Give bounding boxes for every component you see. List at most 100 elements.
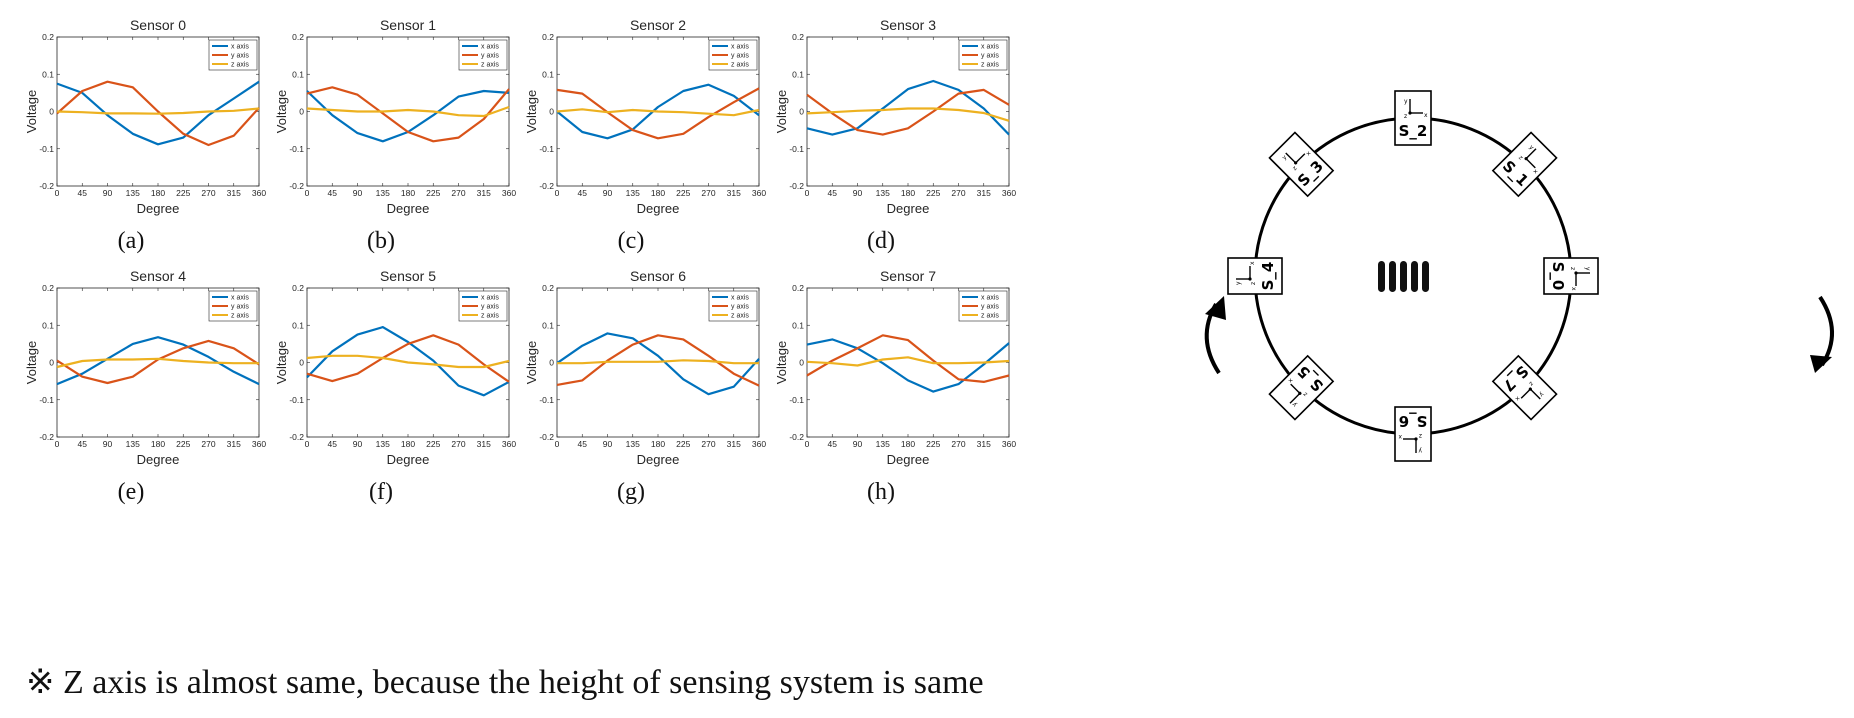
x-tick-label: 45 — [78, 439, 88, 449]
axis-origin — [1574, 271, 1578, 275]
sensor-box-frame — [1491, 131, 1558, 198]
y-tick-label: -0.2 — [39, 432, 54, 442]
legend-label: y axis — [731, 53, 749, 60]
panel-caption: (d) — [867, 228, 895, 254]
axis-letter-y: y — [1404, 98, 1408, 105]
x-tick-label: 90 — [853, 439, 863, 449]
x-tick-label: 135 — [626, 439, 640, 449]
axis-origin — [1248, 277, 1252, 281]
series-line-z-axis — [556, 108, 760, 117]
axis-letter-y: y — [1584, 267, 1591, 271]
axis-letter-x: x — [1424, 112, 1428, 119]
axis-letter-z: z — [1517, 154, 1524, 161]
y-axis-label: Voltage — [774, 341, 789, 384]
series-line-x-axis — [56, 80, 260, 146]
chart-title: Sensor 3 — [880, 17, 936, 33]
axis-x-stem — [1520, 388, 1531, 399]
legend-label: z axis — [981, 313, 999, 320]
sensor-box-frame — [1268, 354, 1335, 421]
legend-label: x axis — [981, 295, 999, 302]
y-axis-label: Voltage — [24, 90, 39, 133]
x-tick-label: 270 — [701, 188, 715, 198]
x-tick-label: 0 — [55, 188, 60, 198]
panel-caption: (h) — [867, 479, 895, 505]
axis-y-stem — [1525, 148, 1537, 160]
y-axis-label: Voltage — [774, 90, 789, 133]
chart-legend: x axis y axis z axis — [958, 290, 1008, 322]
y-tick-label: -0.2 — [539, 181, 554, 191]
legend-label: x axis — [231, 44, 249, 51]
coil-icon — [1378, 261, 1429, 292]
x-tick-label: 270 — [701, 439, 715, 449]
coil-loop — [1389, 261, 1396, 292]
x-tick-label: 270 — [951, 439, 965, 449]
y-axis-label: Voltage — [274, 341, 289, 384]
axis-letter-z: z — [1419, 432, 1422, 439]
x-axis-label: Degree — [387, 201, 430, 216]
chart-legend: x axis y axis z axis — [458, 39, 508, 71]
chart-title: Sensor 0 — [130, 17, 186, 33]
y-tick-label: 0.2 — [42, 32, 54, 42]
legend-label: y axis — [481, 53, 499, 60]
y-tick-label: -0.1 — [289, 144, 304, 154]
chart-legend: x axis y axis z axis — [958, 39, 1008, 71]
axis-y-stem — [1285, 152, 1297, 164]
axis-letter-z: z — [1250, 282, 1257, 285]
x-tick-label: 360 — [502, 188, 516, 198]
axis-letter-x: x — [1570, 287, 1577, 291]
x-tick-label: 225 — [926, 439, 940, 449]
axis-letter-x: x — [1532, 168, 1540, 176]
sensor-box-0: y x zS_0 — [1543, 257, 1599, 295]
y-tick-label: 0.1 — [292, 69, 304, 79]
y-tick-label: 0.2 — [792, 32, 804, 42]
y-tick-label: 0 — [799, 358, 804, 368]
x-tick-label: 180 — [901, 439, 915, 449]
x-tick-label: 45 — [828, 439, 838, 449]
series-line-z-axis — [557, 359, 759, 365]
y-axis-label: Voltage — [524, 90, 539, 133]
x-tick-label: 270 — [951, 188, 965, 198]
x-tick-label: 0 — [305, 188, 310, 198]
axis-x-stem — [1295, 153, 1306, 164]
axis-letter-y: y — [1235, 281, 1242, 285]
x-tick-label: 315 — [477, 188, 491, 198]
legend-label: y axis — [981, 304, 999, 311]
axis-y-stem — [1289, 392, 1301, 404]
chart-legend: x axis y axis z axis — [208, 290, 258, 322]
y-tick-label: 0.1 — [542, 320, 554, 330]
sensor-label: S_4 — [1259, 262, 1277, 291]
chart-title: Sensor 5 — [380, 268, 436, 284]
x-axis-label: Degree — [387, 452, 430, 467]
x-tick-label: 0 — [555, 188, 560, 198]
series-line-y-axis — [306, 334, 510, 383]
x-tick-label: 315 — [477, 439, 491, 449]
chart-panel-1: Sensor 10 45 90 135 180 225 270 315 3600.20.10-0… — [274, 17, 516, 254]
legend-label: y axis — [231, 304, 249, 311]
x-tick-label: 180 — [651, 439, 665, 449]
x-tick-label: 225 — [926, 188, 940, 198]
sensor-box-4: y x z S_4 — [1227, 257, 1283, 295]
x-tick-label: 270 — [201, 439, 215, 449]
axis-x-stem — [1525, 158, 1536, 169]
legend-label: z axis — [481, 62, 499, 69]
legend-label: z axis — [981, 62, 999, 69]
series-line-z-axis — [56, 357, 259, 369]
coil-loop — [1422, 261, 1429, 292]
chart-title: Sensor 4 — [130, 268, 186, 284]
axis-letter-x: x — [1286, 376, 1294, 384]
x-tick-label: 45 — [78, 188, 88, 198]
x-tick-label: 45 — [578, 188, 588, 198]
y-axis-label: Voltage — [524, 341, 539, 384]
sensor-box-frame — [1491, 354, 1558, 421]
x-tick-label: 315 — [977, 188, 991, 198]
legend-label: x axis — [731, 295, 749, 302]
series-line-x-axis — [556, 332, 760, 396]
axis-letter-y: y — [1528, 144, 1536, 152]
series-line-x-axis — [56, 336, 260, 386]
x-tick-label: 135 — [376, 188, 390, 198]
x-tick-label: 180 — [651, 188, 665, 198]
y-tick-label: 0 — [299, 358, 304, 368]
